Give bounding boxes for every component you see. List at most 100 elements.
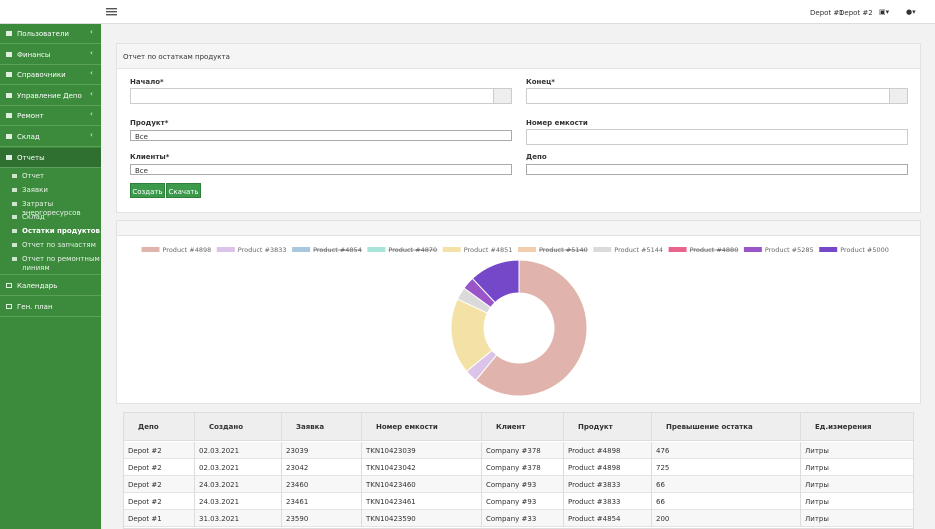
tank-input[interactable] — [526, 129, 908, 145]
depot-select[interactable] — [526, 164, 908, 175]
menu-item[interactable]: Справочники — [0, 65, 101, 86]
cell: 66 — [652, 476, 801, 493]
menu-icon — [6, 92, 12, 98]
header-cell: Клиент — [482, 413, 564, 441]
calendar-button[interactable] — [493, 88, 512, 104]
cell: 31.03.2021 — [195, 510, 282, 527]
header-cell: Депо — [124, 413, 195, 441]
table-row — [124, 510, 913, 527]
submenu-item[interactable]: Отчет по ремонтным линиям — [22, 254, 100, 272]
menu-item[interactable]: Финансы — [0, 45, 101, 65]
cell: 23042 — [282, 459, 362, 476]
cell: Литры — [801, 442, 914, 459]
chevron: ‹ — [90, 48, 93, 57]
cell: Product #3833 — [564, 476, 652, 493]
submenu-item[interactable]: Отчет по запчастям — [22, 241, 96, 249]
legend-label: Product #4854 — [313, 246, 362, 254]
cell: Литры — [801, 476, 914, 493]
cell: TKN10423461 — [362, 493, 482, 510]
user-menu[interactable]: ●▾ — [906, 8, 916, 16]
label: Номер емкости — [526, 119, 588, 127]
table-row — [124, 493, 913, 510]
legend-swatch — [216, 247, 235, 252]
legend-swatch — [292, 247, 311, 252]
cell: Product #4898 — [564, 442, 652, 459]
submenu-icon — [12, 243, 17, 247]
label: Конец* — [526, 78, 555, 86]
clients-select[interactable]: Все — [130, 164, 512, 175]
cell: Depot #1 — [124, 510, 195, 527]
menu-icon — [6, 154, 12, 160]
submenu-item[interactable]: Склад — [22, 213, 45, 222]
cell: Depot #2 — [124, 442, 195, 459]
header-cell: Номер емкости — [362, 413, 482, 441]
plus-menu[interactable]: ▣▾ — [879, 8, 890, 16]
chart-panel: Product #4898 Product #3833 Product #4854 P… — [116, 220, 921, 404]
cell: Company #93 — [482, 476, 564, 493]
cell: Литры — [801, 493, 914, 510]
menu-item[interactable]: Склад — [0, 127, 101, 147]
chevron: ‹ — [90, 131, 93, 139]
depot-link[interactable]: Depot #2 — [839, 9, 873, 17]
menu-item[interactable]: Календарь — [0, 276, 101, 296]
product-select[interactable]: Все — [130, 130, 512, 141]
cell: Company #378 — [482, 459, 564, 476]
submenu-icon — [12, 215, 17, 220]
table-header — [124, 413, 913, 441]
cell: TKN10423590 — [362, 510, 482, 527]
date-input[interactable] — [526, 88, 908, 104]
submenu-item[interactable]: Отчет — [22, 172, 45, 180]
menu-toggle[interactable] — [106, 8, 117, 16]
sidebar: Пользователи ‹ Финансы ‹ Справочники ‹ Управле… — [0, 24, 101, 529]
label: Начало* — [130, 78, 164, 86]
slice — [471, 259, 520, 304]
menu-icon — [6, 72, 12, 78]
table-row — [124, 476, 913, 493]
cell: 02.03.2021 — [195, 442, 282, 459]
cell: Depot #2 — [124, 476, 195, 493]
menu-item[interactable]: Ген. план — [0, 297, 101, 317]
download-button[interactable]: Скачать — [166, 183, 201, 198]
menu-item[interactable]: Ремонт — [0, 106, 101, 127]
legend-swatch — [367, 247, 386, 252]
submenu-icon — [12, 229, 17, 234]
calendar-button[interactable] — [889, 88, 908, 104]
menu-icon — [6, 134, 12, 139]
label: Клиенты* — [130, 153, 170, 161]
menu-icon — [6, 51, 12, 57]
submenu-item[interactable]: Затраты энергоресурсов — [22, 199, 81, 217]
legend-label: Product #4851 — [464, 246, 513, 254]
cell: Product #4854 — [564, 510, 652, 527]
header-cell: Создано — [195, 413, 282, 441]
menu-item[interactable]: Управление Депо — [0, 86, 101, 106]
legend-label: Product #5285 — [765, 246, 814, 254]
panel-title: Отчет по остаткам продукта — [117, 44, 920, 69]
submenu-item[interactable]: Заявки — [22, 185, 48, 194]
menu-item[interactable]: Отчеты — [0, 147, 101, 168]
submenu-icon — [12, 174, 17, 178]
menu-icon — [6, 303, 12, 309]
depot-link[interactable]: Depot #1 — [810, 9, 844, 17]
cell: Depot #2 — [124, 459, 195, 476]
legend-swatch — [518, 247, 536, 252]
chevron: ‹ — [90, 28, 93, 36]
divider — [0, 274, 101, 275]
cell: Depot #2 — [124, 493, 195, 510]
menu-item[interactable]: Пользователи — [0, 24, 101, 44]
chart: Product #4898 Product #3833 Product #4854 P… — [141, 246, 889, 397]
cell: Company #93 — [482, 493, 564, 510]
legend-label: Product #4898 — [163, 246, 212, 254]
header-cell: Заявка — [282, 413, 362, 441]
header-cell: Превышение остатка — [652, 413, 801, 441]
cell: 23039 — [282, 442, 362, 459]
legend-swatch — [141, 247, 160, 252]
cell: TKN10423460 — [362, 476, 482, 493]
cell: 23460 — [282, 476, 362, 493]
submenu-icon — [12, 187, 17, 192]
cell: Литры — [801, 459, 914, 476]
submenu-icon — [12, 201, 17, 206]
date-input[interactable] — [130, 88, 512, 104]
create-button[interactable]: Создать — [130, 183, 165, 198]
submenu-item[interactable]: Остатки продуктов — [22, 227, 100, 236]
table-row — [124, 459, 913, 476]
